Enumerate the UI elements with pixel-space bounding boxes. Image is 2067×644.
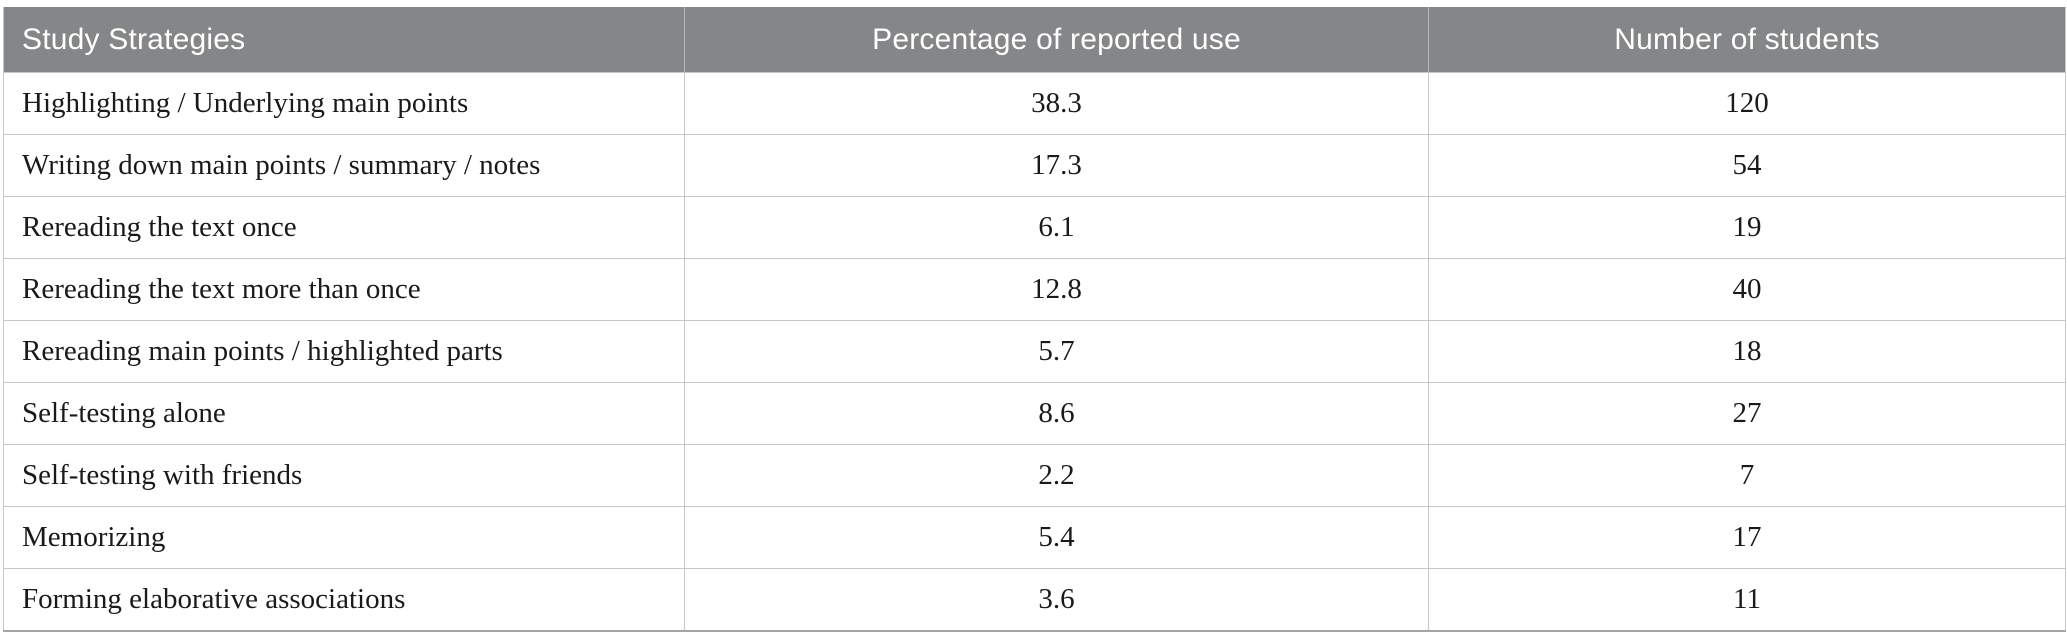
table-cell-strategy: Rereading the text more than once	[3, 258, 685, 321]
table-row: Highlighting / Underlying main points 38.…	[3, 72, 2066, 135]
table-cell-percentage: 5.7	[684, 320, 1429, 383]
table-cell-students: 19	[1428, 196, 2066, 259]
header-row: Study Strategies Percentage of reported u…	[3, 7, 2066, 73]
table-cell-strategy: Rereading main points / highlighted part…	[3, 320, 685, 383]
table-cell-percentage: 2.2	[684, 444, 1429, 507]
table-row: Rereading the text once 6.1 19	[3, 196, 2066, 259]
table-body: Highlighting / Underlying main points 38.…	[3, 72, 2066, 632]
table-cell-percentage: 17.3	[684, 134, 1429, 197]
table-row: Writing down main points / summary / not…	[3, 134, 2066, 197]
column-header-strategy: Study Strategies	[3, 7, 685, 73]
study-strategies-table: Study Strategies Percentage of reported u…	[3, 7, 2066, 632]
table-row: Memorizing 5.4 17	[3, 506, 2066, 569]
table-cell-students: 27	[1428, 382, 2066, 445]
table-cell-percentage: 38.3	[684, 72, 1429, 135]
table-cell-students: 11	[1428, 568, 2066, 632]
table-cell-percentage: 12.8	[684, 258, 1429, 321]
table-cell-strategy: Self-testing with friends	[3, 444, 685, 507]
table-cell-students: 17	[1428, 506, 2066, 569]
table-cell-strategy: Highlighting / Underlying main points	[3, 72, 685, 135]
table-cell-students: 18	[1428, 320, 2066, 383]
table-cell-students: 54	[1428, 134, 2066, 197]
table-row: Forming elaborative associations 3.6 11	[3, 568, 2066, 632]
table-cell-percentage: 5.4	[684, 506, 1429, 569]
column-header-percentage: Percentage of reported use	[684, 7, 1429, 73]
column-header-students: Number of students	[1428, 7, 2066, 73]
table-row: Rereading main points / highlighted part…	[3, 320, 2066, 383]
table-cell-strategy: Self-testing alone	[3, 382, 685, 445]
table-cell-students: 120	[1428, 72, 2066, 135]
table-cell-strategy: Writing down main points / summary / not…	[3, 134, 685, 197]
table-cell-students: 7	[1428, 444, 2066, 507]
table-cell-strategy: Forming elaborative associations	[3, 568, 685, 632]
table-cell-strategy: Rereading the text once	[3, 196, 685, 259]
table-cell-strategy: Memorizing	[3, 506, 685, 569]
table-row: Self-testing with friends 2.2 7	[3, 444, 2066, 507]
table-row: Self-testing alone 8.6 27	[3, 382, 2066, 445]
table-cell-percentage: 6.1	[684, 196, 1429, 259]
table-cell-percentage: 8.6	[684, 382, 1429, 445]
table-row: Rereading the text more than once 12.8 40	[3, 258, 2066, 321]
table-cell-students: 40	[1428, 258, 2066, 321]
table-header: Study Strategies Percentage of reported u…	[3, 7, 2066, 73]
table-cell-percentage: 3.6	[684, 568, 1429, 632]
